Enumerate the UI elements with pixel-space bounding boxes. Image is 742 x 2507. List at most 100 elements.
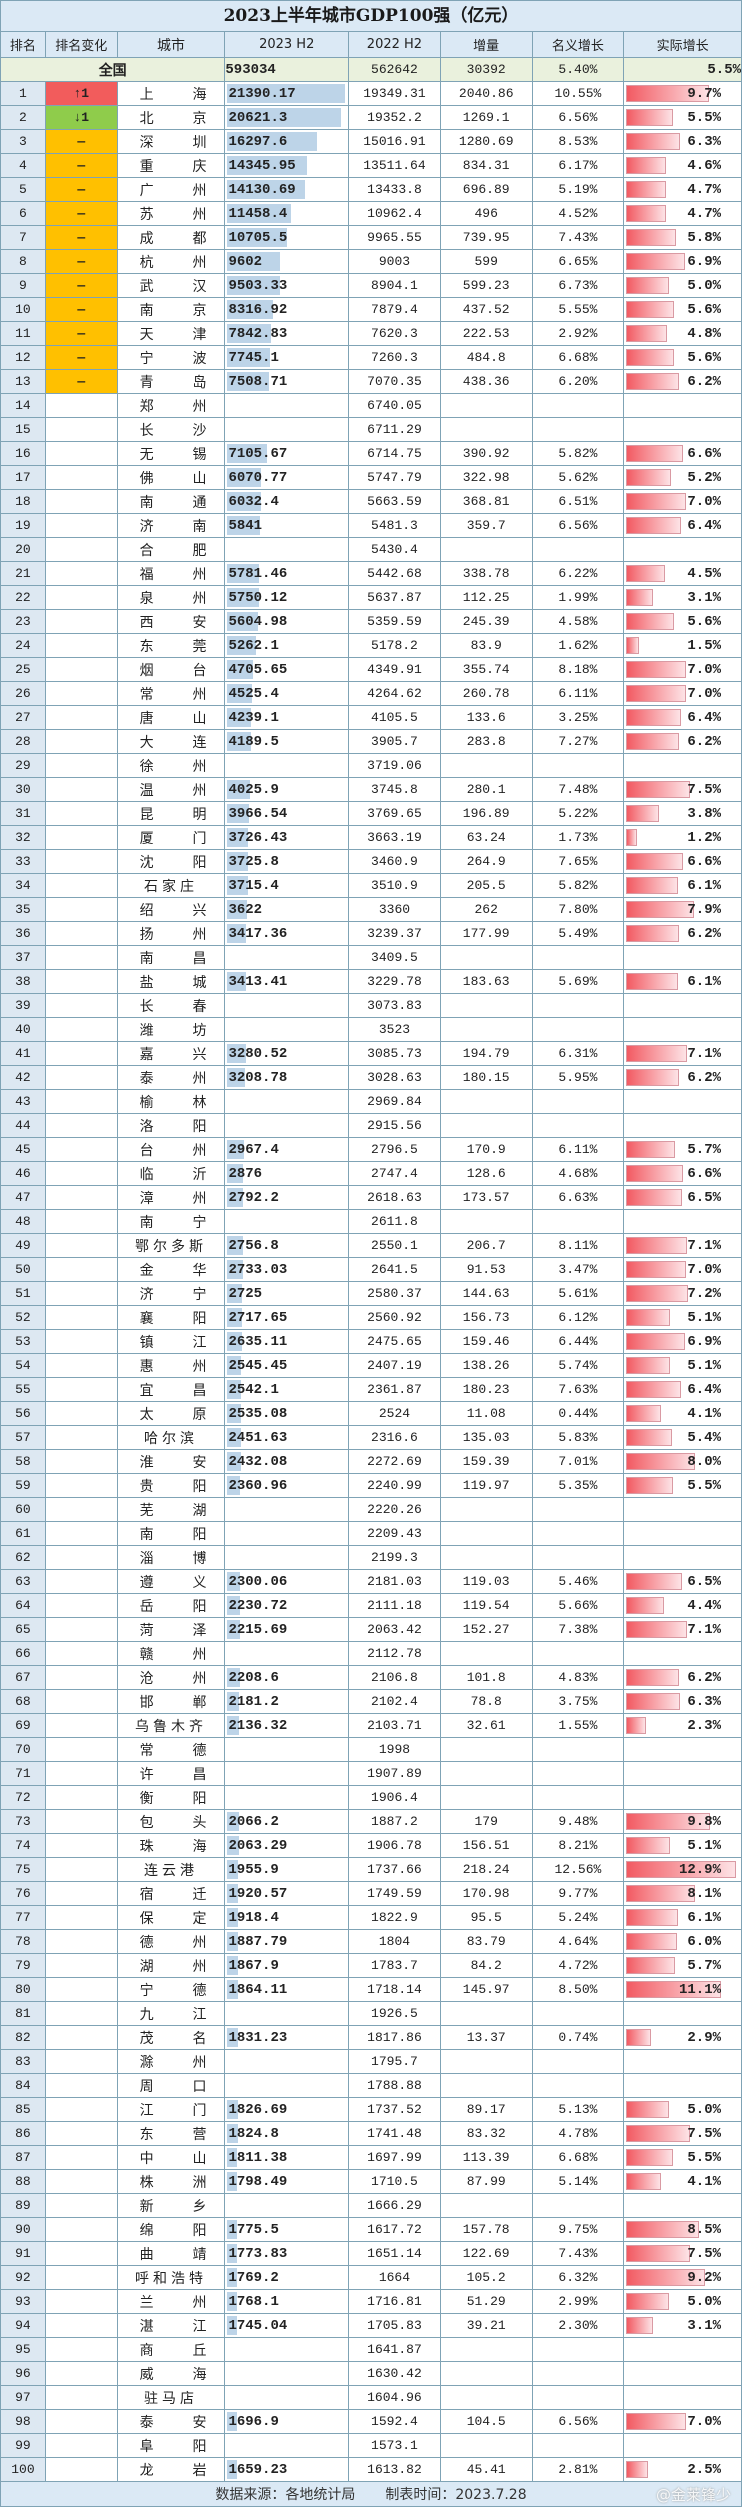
rank-change-cell [46, 754, 118, 777]
gdp-2022h2-cell: 1697.99 [349, 2146, 441, 2169]
real-value: 6.6% [687, 1165, 722, 1182]
gdp-2023h2-cell: 2066.2 [225, 1810, 350, 1833]
real-growth-cell [624, 754, 741, 777]
table-row: 94 湛江 1745.04 1705.83 39.21 2.30% 3.1% [1, 2314, 741, 2338]
city-cell: 榆林 [118, 1090, 226, 1113]
real-value: 7.5% [687, 2245, 722, 2262]
gdp-databar [227, 1908, 239, 1927]
real-growth-cell [624, 394, 741, 417]
table-row: 68 邯郸 2181.2 2102.4 78.8 3.75% 6.3% [1, 1690, 741, 1714]
table-row: 19 济南 5841 5481.3 359.7 6.56% 6.4% [1, 514, 741, 538]
real-value: 6.2% [687, 733, 722, 750]
rank-cell: 79 [1, 1954, 46, 1977]
real-growth-databar [626, 493, 686, 510]
real-growth-cell: 6.0% [624, 1930, 741, 1953]
nominal-growth-cell: 5.22% [533, 802, 625, 825]
h2022-value: 3769.65 [367, 806, 422, 821]
rank-change-cell: — [45, 178, 118, 201]
h2022-value: 5663.59 [367, 494, 422, 509]
real-growth-cell: 3.8% [624, 802, 741, 825]
rank-change-cell [46, 1090, 118, 1113]
gdp-2023h2-cell: 2733.03 [225, 1258, 350, 1281]
nominal-value: 6.32% [558, 2270, 598, 2285]
rank-value: 90 [15, 2222, 31, 2237]
h2023-value: 7105.67 [228, 445, 288, 462]
real-growth-cell: 6.1% [624, 1906, 741, 1929]
real-growth-cell: 6.1% [624, 874, 741, 897]
rank-cell: 58 [1, 1450, 46, 1473]
increase-value: 245.39 [462, 614, 510, 629]
gdp-2023h2-cell: 1824.8 [225, 2122, 350, 2145]
rank-value: 6 [19, 206, 27, 221]
rank-change-cell [46, 1066, 118, 1089]
table-row: 67 沧州 2208.6 2106.8 101.8 4.83% 6.2% [1, 1666, 741, 1690]
rank-value: 57 [15, 1430, 31, 1445]
rank-value: 3 [19, 134, 27, 149]
gdp-databar [227, 2220, 238, 2239]
real-growth-cell: 5.1% [624, 1834, 741, 1857]
gdp-databar [227, 1812, 239, 1831]
change-value: — [77, 134, 86, 149]
increase-cell [441, 1522, 533, 1545]
real-value: 2.9% [687, 2029, 722, 2046]
gdp-2022h2-cell: 19352.2 [349, 106, 441, 129]
footer-source: 数据来源：各地统计局 [215, 2487, 356, 2503]
nominal-growth-cell [533, 1786, 625, 1809]
rank-cell: 91 [1, 2242, 46, 2265]
nominal-growth-cell: 6.11% [533, 1138, 625, 1161]
city-cell: 宁波 [118, 346, 226, 369]
city-cell: 邯郸 [118, 1690, 226, 1713]
rank-change-cell [46, 802, 118, 825]
table-row: 27 唐山 4239.1 4105.5 133.6 3.25% 6.4% [1, 706, 741, 730]
h2023-value: 2300.06 [228, 1573, 288, 1590]
nominal-value: 8.50% [558, 1982, 598, 1997]
city-cell: 宿迁 [118, 1882, 226, 1905]
real-growth-cell: 5.5% [624, 2146, 741, 2169]
increase-cell: 222.53 [441, 322, 533, 345]
h2023-value: 5781.46 [228, 565, 288, 582]
gdp-databar [227, 1308, 243, 1327]
increase-value: 194.79 [462, 1046, 510, 1061]
real-growth-databar [626, 1069, 680, 1086]
h2022-value: 1907.89 [367, 1766, 422, 1781]
gdp-2023h2-cell [225, 1498, 350, 1521]
rank-value: 95 [15, 2342, 31, 2357]
increase-cell [441, 754, 533, 777]
gdp-2023h2-cell: 3715.4 [225, 874, 350, 897]
increase-cell: 262 [441, 898, 533, 921]
rank-value: 30 [15, 782, 31, 797]
nominal-value: 5.82% [558, 878, 598, 893]
gdp-2023h2-cell: 6032.4 [225, 490, 350, 513]
gdp-databar [227, 348, 271, 367]
gdp-2023h2-cell: 3725.8 [225, 850, 350, 873]
real-growth-cell: 7.5% [624, 778, 741, 801]
nominal-growth-cell: 7.65% [533, 850, 625, 873]
real-growth-databar [626, 709, 681, 726]
real-value: 8.1% [687, 1885, 722, 1902]
h2022-value: 19349.31 [363, 86, 426, 101]
nominal-value: 9.75% [558, 2222, 598, 2237]
gdp-databar [227, 708, 251, 727]
increase-value: 145.97 [462, 1982, 510, 1997]
gdp-2022h2-cell: 3360 [349, 898, 441, 921]
increase-cell: 145.97 [441, 1978, 533, 2001]
rank-value: 60 [15, 1502, 31, 1517]
increase-value: 338.78 [462, 566, 510, 581]
increase-value: 283.8 [466, 734, 506, 749]
table-row: 29 徐州 3719.06 [1, 754, 741, 778]
table-row: 64 岳阳 2230.72 2111.18 119.54 5.66% 4.4% [1, 1594, 741, 1618]
rank-change-cell [46, 1474, 118, 1497]
gdp-databar [227, 1428, 241, 1447]
real-value: 9.7% [687, 85, 722, 102]
national-real: 5.5% [624, 58, 741, 81]
gdp-2023h2-cell: 4525.4 [225, 682, 350, 705]
nominal-growth-cell: 6.11% [533, 682, 625, 705]
increase-cell: 135.03 [441, 1426, 533, 1449]
h2023-value: 6070.77 [228, 469, 288, 486]
increase-cell: 83.79 [441, 1930, 533, 1953]
h2022-value: 2240.99 [367, 1478, 422, 1493]
city-cell: 鄂尔多斯 [118, 1234, 226, 1257]
real-growth-databar [626, 637, 640, 654]
increase-cell: 599 [441, 250, 533, 273]
nominal-value: 6.56% [558, 2414, 598, 2429]
